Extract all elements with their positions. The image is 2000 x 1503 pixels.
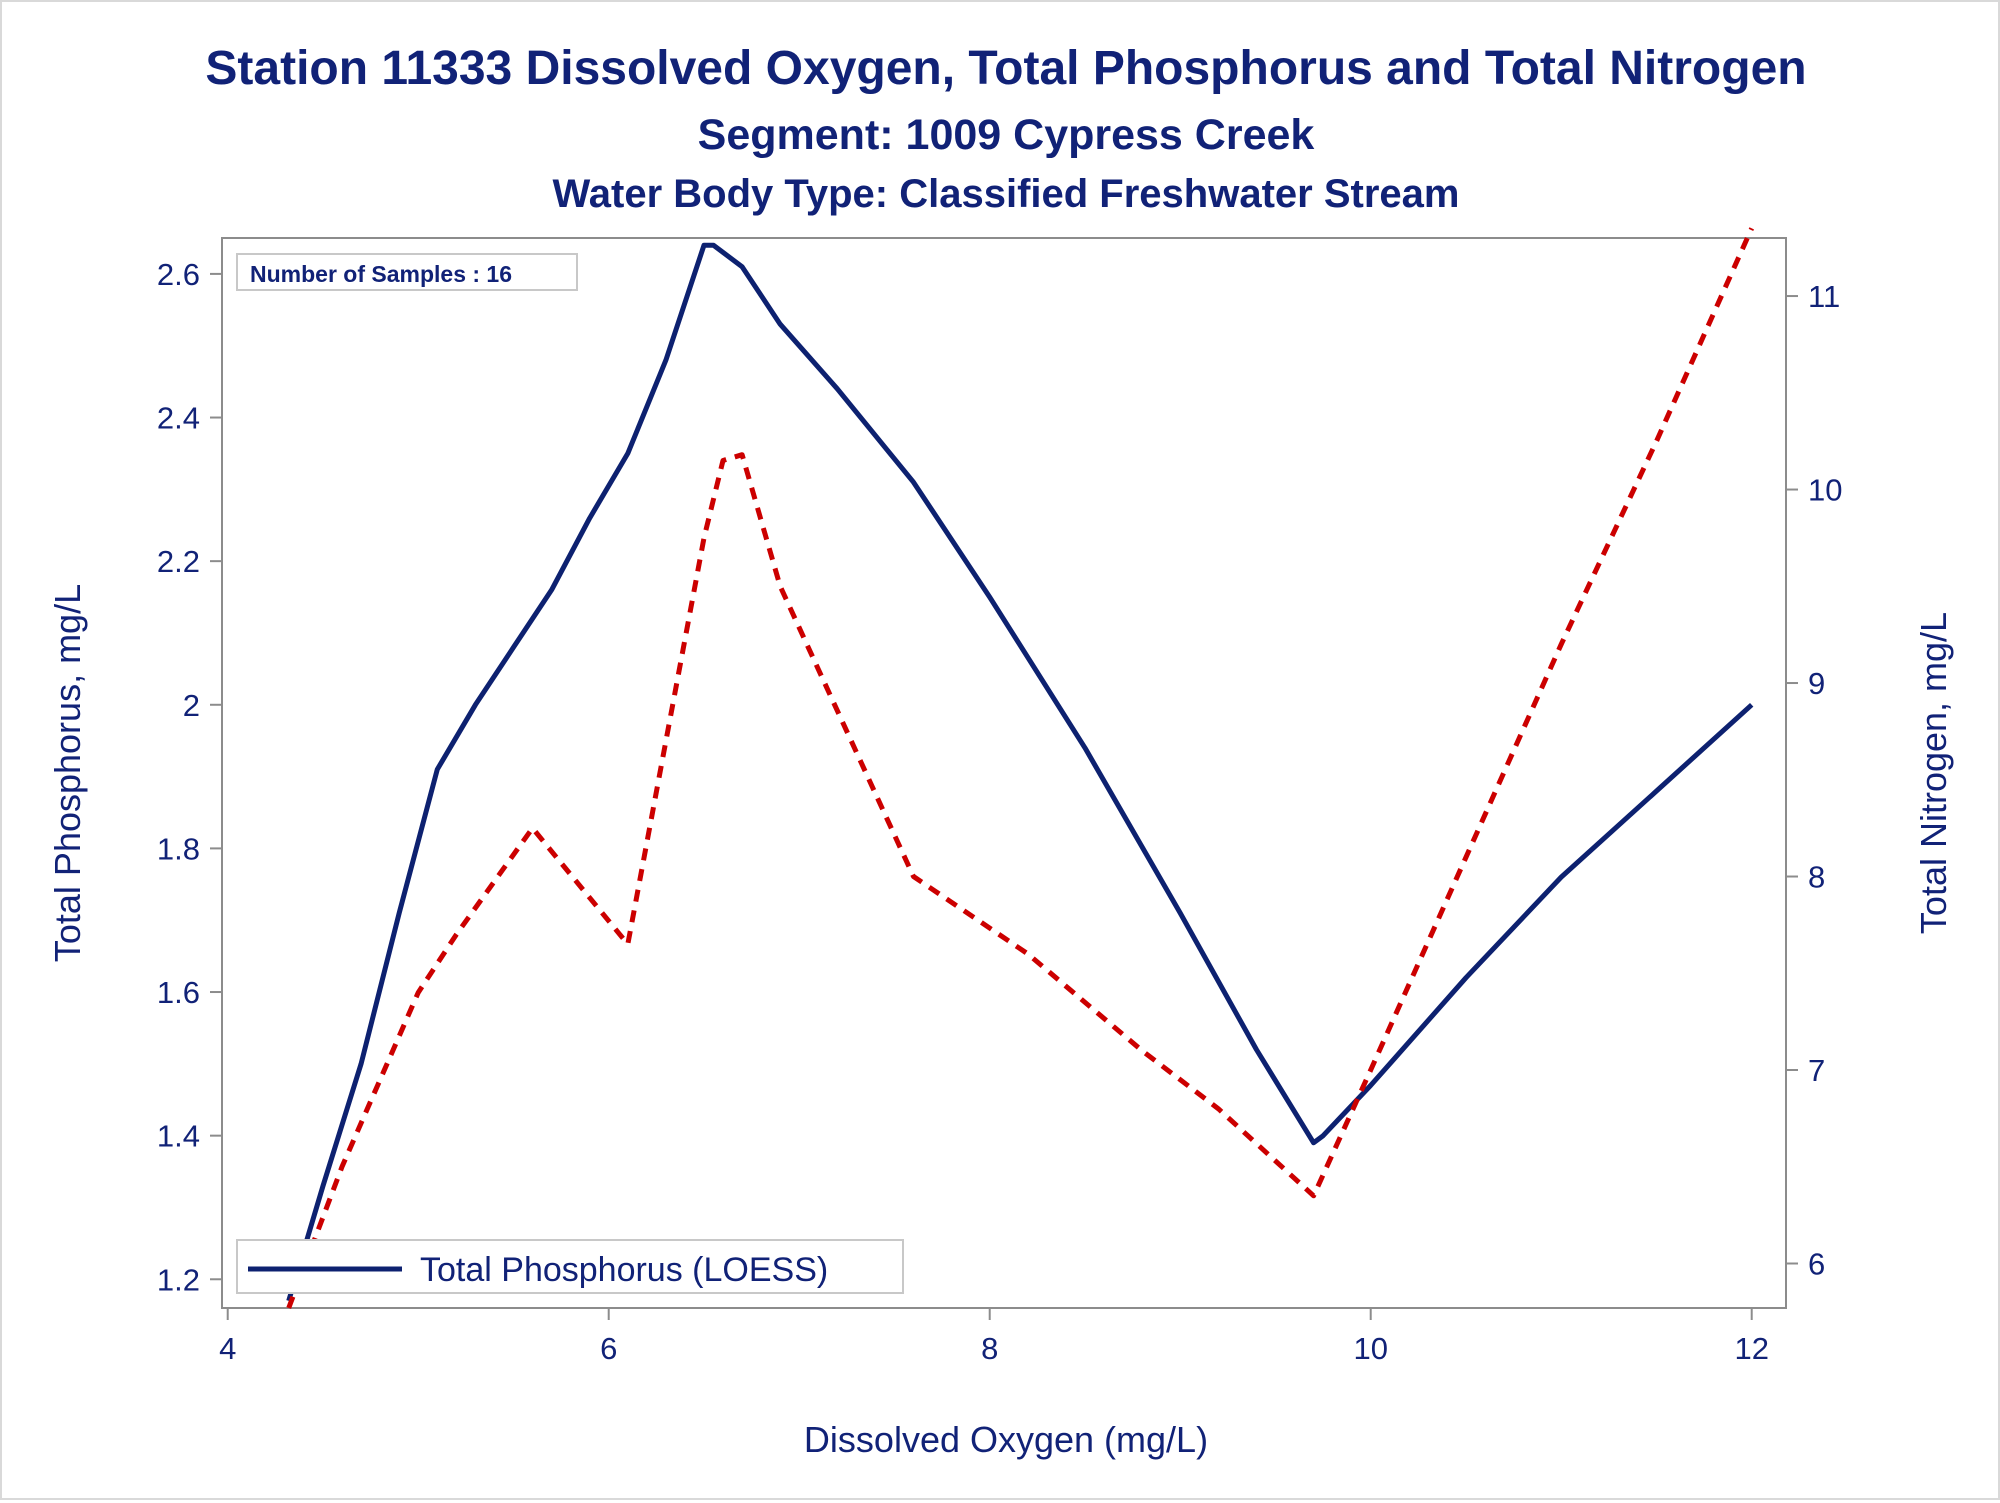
y-right-tick-label: 8	[1808, 860, 1825, 895]
chart-subtitle-2: Water Body Type: Classified Freshwater S…	[553, 172, 1460, 216]
x-tick-label: 6	[600, 1331, 617, 1366]
y-axis-right-label: Total Nitrogen, mg/L	[1913, 612, 1954, 934]
chart-title: Station 11333 Dissolved Oxygen, Total Ph…	[205, 42, 1806, 95]
y-right-tick-label: 10	[1808, 473, 1842, 508]
series-lines	[286, 227, 1754, 1309]
y-left-tick-label: 2	[183, 688, 200, 723]
y-left-tick-label: 2.2	[157, 544, 200, 579]
y-axis-left-label: Total Phosphorus, mg/L	[47, 584, 88, 962]
y-left-tick-label: 1.4	[157, 1119, 200, 1154]
sample-count-box	[236, 253, 578, 291]
x-tick-label: 4	[219, 1331, 236, 1366]
sample-count-label: Number of Samples : 16	[250, 261, 512, 287]
y-right-tick-label: 9	[1808, 666, 1825, 701]
legend-label-phosphorus: Total Phosphorus (LOESS)	[420, 1251, 828, 1289]
y-left-tick-label: 1.6	[157, 975, 200, 1010]
x-tick-label: 12	[1734, 1331, 1768, 1366]
x-axis-label: Dissolved Oxygen (mg/L)	[804, 1419, 1208, 1460]
y-right-tick-label: 11	[1808, 279, 1840, 314]
axis-ticks: 4 6 8 10 12 1.2 1.4 1.6 1.8 2 2.2 2.4 2.6 6 7 8 9 10 11	[157, 257, 1843, 1366]
plot-area	[221, 237, 1787, 1309]
x-tick-label: 8	[981, 1331, 998, 1366]
series-line-nitrogen	[286, 227, 1754, 1309]
series-line-phosphorus	[286, 242, 1754, 1302]
y-left-tick-label: 1.8	[157, 831, 200, 866]
y-left-tick-label: 1.2	[157, 1262, 200, 1297]
y-right-tick-label: 6	[1808, 1246, 1825, 1281]
y-left-tick-label: 2.6	[157, 257, 200, 292]
y-left-tick-label: 2.4	[157, 401, 200, 436]
y-right-tick-label: 7	[1808, 1053, 1825, 1088]
x-tick-label: 10	[1353, 1331, 1387, 1366]
chart-subtitle: Segment: 1009 Cypress Creek	[698, 111, 1315, 159]
